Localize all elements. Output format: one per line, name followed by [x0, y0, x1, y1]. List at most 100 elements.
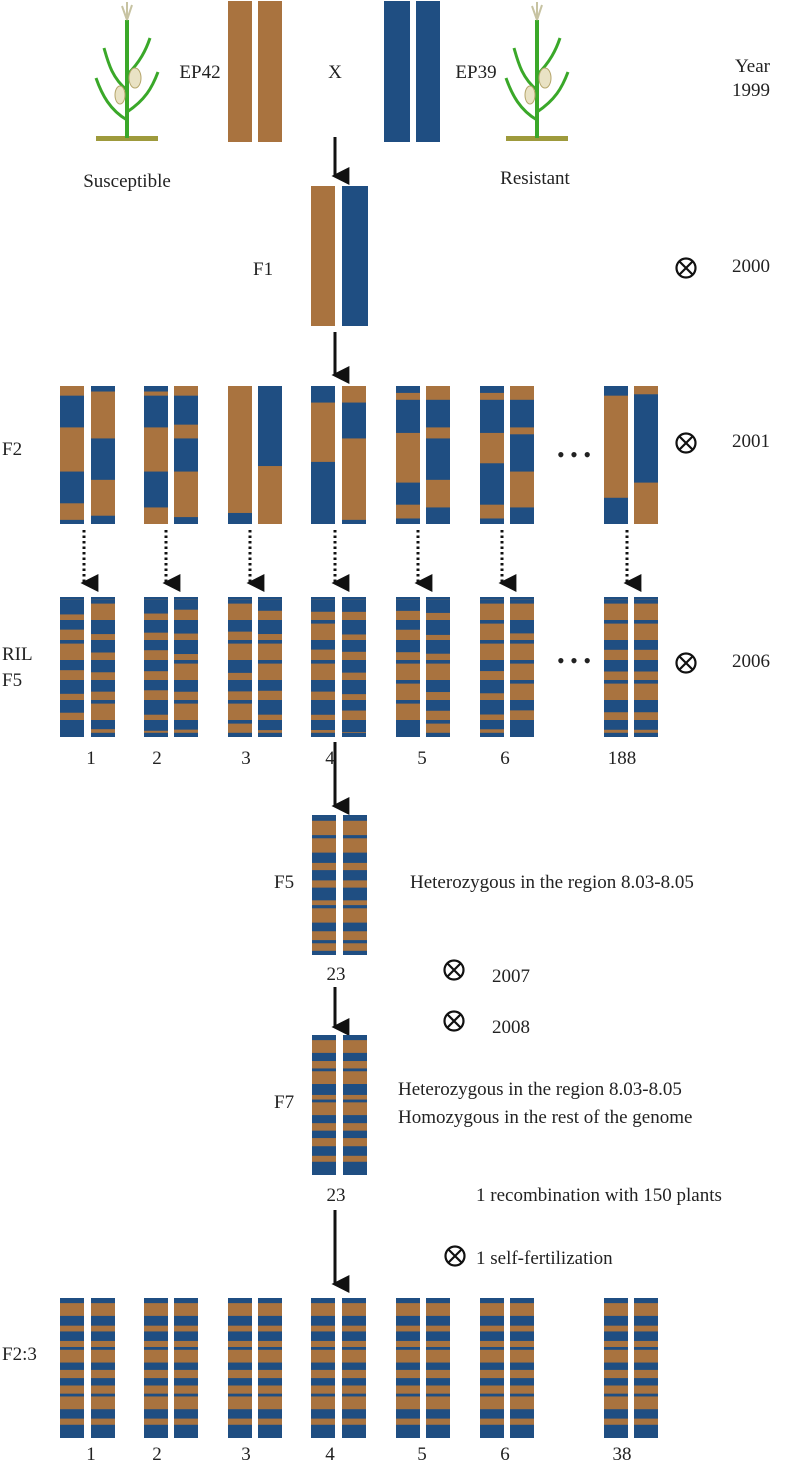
- chromosome-body: [426, 597, 450, 737]
- f23-label: F2:3: [2, 1344, 37, 1365]
- chromosome-segment: [396, 640, 420, 653]
- f1-chromosomes: [311, 186, 368, 326]
- chromosome-segment: [91, 600, 115, 604]
- chromosome-segment: [426, 720, 450, 724]
- self-cross-icon-2006: [675, 652, 697, 674]
- chromosome-segment: [91, 1300, 115, 1304]
- chromosome-segment: [174, 395, 198, 425]
- chromosome-segment: [342, 1393, 366, 1397]
- f23-number: 3: [241, 1444, 251, 1465]
- chromosome-segment: [480, 1300, 504, 1304]
- chromosome: [144, 386, 168, 524]
- chromosome-segment: [604, 700, 628, 713]
- chromosome-segment: [343, 1146, 367, 1156]
- chromosome-segment: [91, 680, 115, 692]
- chromosome-segment: [396, 700, 420, 704]
- chromosome-segment: [426, 640, 450, 654]
- chromosome: [396, 386, 420, 524]
- chromosome-segment: [426, 620, 450, 635]
- chromosome-segment: [426, 1424, 450, 1435]
- chromosome-segment: [342, 519, 366, 524]
- chromosome-segment: [343, 1068, 367, 1072]
- chromosome-segment: [312, 1052, 336, 1062]
- chromosome-segment: [60, 700, 84, 713]
- f2-ellipsis: • • •: [557, 442, 591, 467]
- chromosome-segment: [510, 600, 534, 604]
- chromosome-segment: [258, 1315, 282, 1326]
- chromosome-segment: [342, 680, 366, 695]
- chromosome: [634, 1298, 658, 1438]
- chromosome-segment: [604, 1347, 628, 1350]
- chromosome-segment: [634, 660, 658, 672]
- chromosome-segment: [228, 732, 252, 737]
- chromosome-segment: [343, 817, 367, 821]
- f23-number: 4: [325, 1444, 335, 1465]
- chromosome-segment: [634, 700, 658, 713]
- chromosome-segment: [312, 950, 336, 955]
- chromosome-segment: [604, 1362, 628, 1370]
- chromosome-segment: [228, 1347, 252, 1350]
- chromosome-segment: [510, 680, 534, 684]
- chromosome-segment: [60, 1315, 84, 1326]
- ril-ellipsis: • • •: [557, 648, 591, 673]
- chromosome-segment: [228, 1298, 252, 1301]
- chromosome-segment: [342, 1362, 366, 1370]
- parent-chromosomes: [228, 1, 440, 142]
- chromosome-segment: [144, 1393, 168, 1397]
- cross-symbol: X: [328, 62, 342, 83]
- chromosome-segment: [144, 640, 168, 651]
- chromosome-segment: [91, 386, 115, 392]
- chromosome-body: [311, 597, 335, 737]
- chromosome-segment: [144, 700, 168, 715]
- chromosome: [480, 597, 504, 737]
- chromosome-segment: [228, 1300, 252, 1304]
- chromosome-segment: [312, 815, 336, 818]
- chromosome-segment: [343, 1037, 367, 1041]
- chromosome-segment: [634, 1298, 658, 1301]
- chromosome-segment: [426, 600, 450, 613]
- chromosome-segment: [312, 852, 336, 863]
- chromosome-segment: [342, 1378, 366, 1386]
- chromosome-segment: [91, 1378, 115, 1386]
- ril-label: RIL: [2, 644, 33, 665]
- chromosome-segment: [60, 1362, 84, 1370]
- chromosome-segment: [480, 1298, 504, 1301]
- chromosome-segment: [343, 922, 367, 932]
- chromosome: [311, 386, 335, 524]
- chromosome-segment: [91, 640, 115, 653]
- chromosome: [144, 1298, 168, 1438]
- chromosome-segment: [312, 1146, 336, 1156]
- chromosome-segment: [510, 1298, 534, 1301]
- chromosome-segment: [91, 1393, 115, 1397]
- chromosome-segment: [258, 1393, 282, 1397]
- resistant-label: Resistant: [500, 168, 570, 189]
- chromosome-body: [416, 1, 440, 142]
- chromosome-segment: [604, 1424, 628, 1435]
- chromosome-segment: [91, 732, 115, 737]
- chromosome-segment: [144, 1362, 168, 1370]
- year-2000: 2000: [732, 256, 770, 277]
- chromosome-segment: [311, 720, 335, 731]
- chromosome: [311, 597, 335, 737]
- chromosome-segment: [312, 905, 336, 909]
- chromosome-segment: [342, 1300, 366, 1304]
- f23-number: 38: [613, 1444, 632, 1465]
- chromosome-segment: [174, 1378, 198, 1386]
- chromosome-segment: [342, 1409, 366, 1419]
- chromosome-segment: [396, 399, 420, 433]
- chromosome-segment: [174, 1300, 198, 1304]
- chromosome-segment: [396, 660, 420, 664]
- chromosome-segment: [426, 1433, 450, 1438]
- chromosome-segment: [60, 600, 84, 615]
- chromosome-segment: [480, 1433, 504, 1438]
- chromosome-segment: [228, 597, 252, 600]
- chromosome-segment: [144, 1433, 168, 1438]
- year-2006: 2006: [732, 651, 770, 672]
- chromosome-segment: [480, 1347, 504, 1350]
- chromosome-segment: [634, 1424, 658, 1435]
- ril-f5-label: F5: [2, 670, 22, 691]
- chromosome-segment: [480, 720, 504, 730]
- ril-number: 5: [417, 748, 427, 769]
- chromosome-segment: [634, 1347, 658, 1350]
